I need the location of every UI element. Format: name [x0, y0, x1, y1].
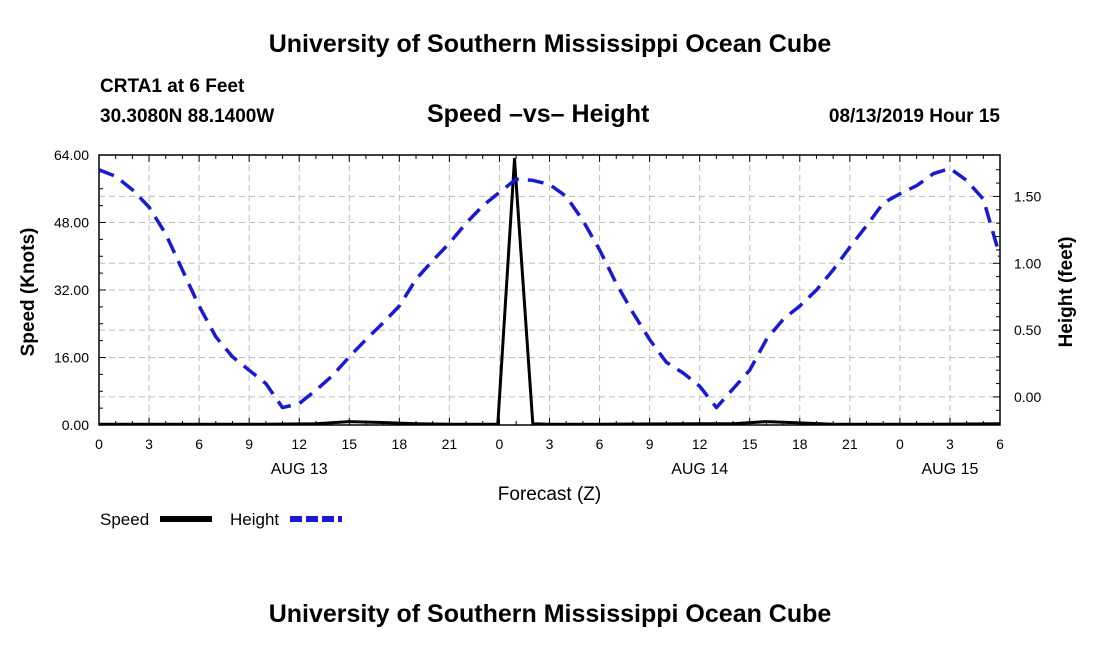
x-tick-label: 21: [442, 436, 458, 452]
y2-tick-label: 1.50: [1014, 188, 1041, 204]
legend-label-speed: Speed: [100, 510, 149, 529]
footer-title: University of Southern Mississippi Ocean…: [268, 600, 832, 628]
y-tick-label: 16.00: [54, 350, 89, 366]
x-tick-label: 15: [341, 436, 357, 452]
y-tick-label: 64.00: [54, 147, 89, 163]
x-tick-label: 0: [95, 436, 103, 452]
x-tick-label: 18: [792, 436, 808, 452]
legend-label-height: Height: [230, 510, 279, 529]
x-date-label: AUG 15: [921, 461, 978, 478]
x-axis-title: Forecast (Z): [498, 484, 601, 505]
series-line-height: [99, 166, 1000, 410]
y2-tick-label: 1.00: [1014, 255, 1041, 271]
x-tick-label: 3: [145, 436, 153, 452]
x-tick-label: 6: [596, 436, 604, 452]
station-name: CRTA1 at 6 Feet: [100, 76, 245, 97]
x-tick-label: 0: [896, 436, 904, 452]
x-tick-label: 3: [546, 436, 554, 452]
station-coordinates: 30.3080N 88.1400W: [100, 106, 275, 127]
x-tick-label: 0: [496, 436, 504, 452]
x-tick-label: 12: [291, 436, 307, 452]
forecast-datetime: 08/13/2019 Hour 15: [828, 106, 1000, 127]
page-title: University of Southern Mississippi Ocean…: [268, 30, 832, 58]
y2-axis-title: Height (feet): [1056, 237, 1077, 348]
x-tick-label: 3: [946, 436, 954, 452]
y-tick-label: 48.00: [54, 215, 89, 231]
plot-title: Speed –vs– Height: [427, 100, 650, 128]
x-tick-label: 18: [392, 436, 408, 452]
x-tick-label: 12: [692, 436, 708, 452]
x-date-label: AUG 13: [271, 461, 328, 478]
x-tick-label: 15: [742, 436, 758, 452]
y2-tick-label: 0.50: [1014, 322, 1041, 338]
x-tick-label: 9: [245, 436, 253, 452]
x-tick-label: 6: [195, 436, 203, 452]
series-line-speed: [99, 157, 1000, 425]
x-date-label: AUG 14: [671, 461, 728, 478]
y-axis-title: Speed (Knots): [18, 228, 39, 357]
y-tick-label: 0.00: [62, 417, 89, 433]
y-tick-label: 32.00: [54, 282, 89, 298]
y2-tick-label: 0.00: [1014, 389, 1041, 405]
x-tick-label: 9: [646, 436, 654, 452]
x-tick-label: 6: [996, 436, 1004, 452]
x-tick-label: 21: [842, 436, 858, 452]
